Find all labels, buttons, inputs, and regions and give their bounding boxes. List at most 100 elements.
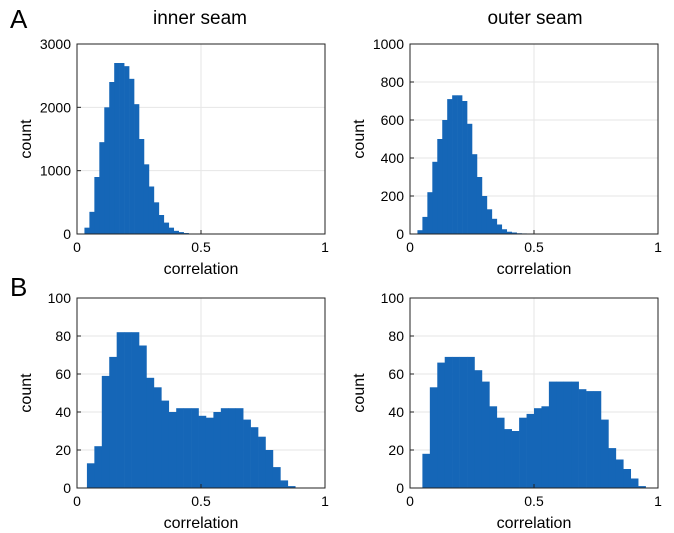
histogram-bar	[437, 362, 446, 488]
y-tick-label: 1000	[373, 36, 404, 52]
histogram-bar	[586, 391, 594, 488]
histogram-bar	[146, 377, 155, 488]
histogram-bar	[417, 230, 423, 234]
histogram-bar	[101, 375, 110, 488]
x-axis-label: correlation	[497, 515, 572, 532]
histogram-bar	[442, 120, 448, 234]
y-axis-label: count	[18, 373, 35, 413]
histogram-bar	[427, 192, 433, 234]
x-axis-label: correlation	[164, 515, 239, 532]
x-tick-label: 0.5	[191, 493, 211, 509]
histogram-bar	[563, 381, 572, 488]
histogram-bar	[511, 431, 520, 488]
histogram-bar	[615, 459, 624, 488]
y-tick-label: 600	[381, 112, 405, 128]
x-tick-label: 0	[406, 239, 414, 255]
histogram-bar	[94, 446, 103, 488]
x-tick-label: 1	[654, 239, 662, 255]
panel-label-a: A	[10, 4, 28, 34]
x-tick-label: 0.5	[524, 493, 544, 509]
histogram-bar	[486, 209, 493, 234]
histogram-bar	[489, 406, 498, 488]
histogram-bar	[504, 429, 512, 488]
histogram-bar	[235, 408, 244, 488]
panel-label-b: B	[10, 272, 28, 302]
histogram-bar	[163, 222, 170, 234]
column-title-outer-seam: outer seam	[487, 8, 583, 29]
histogram-bar	[89, 211, 95, 234]
histogram-bar	[578, 389, 587, 488]
x-tick-label: 0	[406, 493, 414, 509]
y-tick-label: 1000	[40, 163, 71, 179]
x-tick-label: 1	[321, 239, 329, 255]
histogram-bar	[198, 415, 207, 488]
histogram-bar	[548, 381, 557, 488]
histogram-bar	[474, 370, 483, 488]
histogram-bar	[114, 63, 120, 234]
histogram-bar	[183, 408, 192, 488]
histogram-bar	[258, 436, 266, 488]
histogram-bar	[124, 332, 132, 488]
histogram-bar	[444, 356, 453, 488]
histogram-bar	[432, 161, 438, 234]
x-tick-label: 0.5	[191, 239, 211, 255]
y-tick-label: 0	[63, 480, 71, 496]
x-tick-label: 1	[321, 493, 329, 509]
x-tick-label: 1	[654, 493, 662, 509]
y-tick-label: 80	[55, 328, 71, 344]
histogram-bar	[148, 186, 155, 234]
y-tick-label: 40	[388, 404, 404, 420]
histogram-bar	[116, 332, 125, 488]
histogram-bar	[158, 215, 165, 234]
histogram-bar	[481, 196, 488, 234]
histogram-bar	[571, 381, 579, 488]
y-axis-label: count	[18, 119, 35, 159]
histogram-bar	[220, 408, 229, 488]
histogram-bar	[496, 224, 503, 234]
histogram-bar	[84, 227, 90, 234]
histogram-bar	[534, 408, 542, 488]
y-axis-label: count	[351, 119, 368, 159]
histogram-bar	[143, 164, 150, 234]
histogram-bar	[556, 381, 565, 488]
histogram-bar	[280, 480, 289, 488]
y-tick-label: 200	[381, 188, 405, 204]
histogram-bar	[109, 356, 117, 488]
y-tick-label: 400	[381, 150, 405, 166]
histogram-bar	[173, 230, 179, 234]
histogram-bar	[447, 99, 453, 234]
y-tick-label: 0	[63, 226, 71, 242]
histogram-bar	[250, 427, 259, 488]
histogram-bar	[153, 202, 160, 234]
histogram-bar	[422, 453, 431, 488]
histogram-bar	[119, 63, 125, 234]
histogram-bar	[272, 467, 281, 488]
histogram-bar	[94, 177, 100, 234]
y-tick-label: 100	[48, 290, 72, 306]
histogram-bar	[437, 139, 443, 234]
y-tick-label: 0	[396, 480, 404, 496]
histogram-bar	[109, 82, 115, 234]
histogram-bar	[168, 412, 177, 488]
histogram-bar	[459, 356, 468, 488]
y-tick-label: 60	[55, 366, 71, 382]
histogram-bar	[541, 406, 550, 488]
y-tick-label: 60	[388, 366, 404, 382]
histogram-bar	[481, 381, 490, 488]
y-tick-label: 80	[388, 328, 404, 344]
histogram-bar	[99, 142, 105, 234]
column-title-inner-seam: inner seam	[153, 8, 247, 29]
histogram-bar	[86, 463, 95, 488]
histogram-bar	[161, 400, 170, 488]
histogram-bar	[243, 419, 251, 488]
histogram-bar	[104, 107, 110, 234]
histogram-bar	[600, 419, 609, 488]
y-tick-label: 100	[381, 290, 405, 306]
y-tick-label: 40	[55, 404, 71, 420]
histogram-bar	[496, 417, 505, 488]
histogram-bar	[467, 356, 475, 488]
histogram-bar	[139, 345, 147, 488]
